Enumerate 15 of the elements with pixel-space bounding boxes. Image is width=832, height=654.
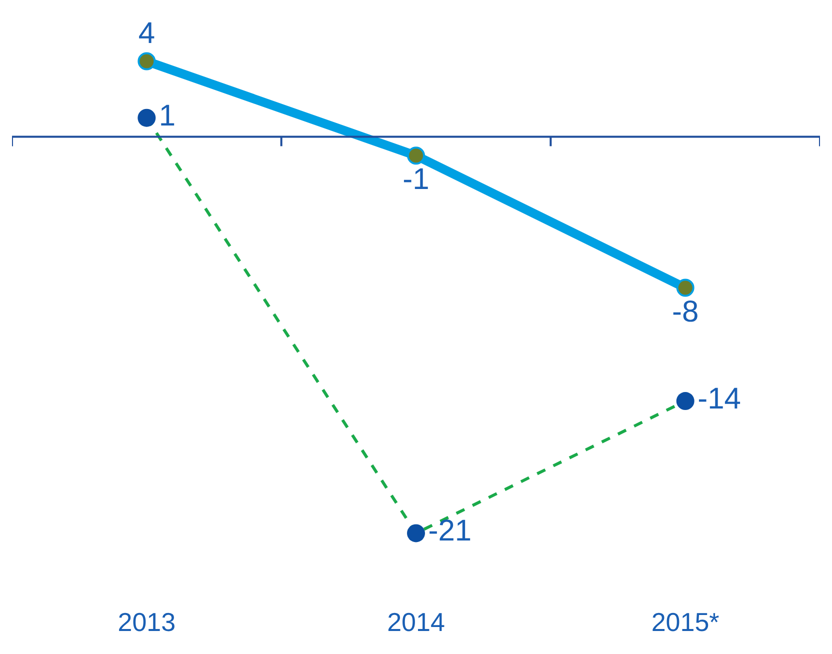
x-tick-label: 2014 (387, 607, 445, 637)
data-label: 4 (138, 16, 156, 50)
x-tick-label: 2015* (651, 607, 720, 637)
data-label: -8 (672, 295, 699, 328)
data-label: -1 (402, 163, 430, 196)
point (676, 392, 694, 410)
point (138, 108, 156, 127)
data-label: -21 (428, 514, 472, 548)
point (138, 52, 156, 70)
data-label: 1 (158, 99, 176, 132)
data-label: -14 (698, 382, 741, 416)
point (407, 524, 425, 542)
point (676, 278, 694, 297)
point (407, 146, 425, 165)
x-tick-label: 2013 (118, 607, 176, 637)
